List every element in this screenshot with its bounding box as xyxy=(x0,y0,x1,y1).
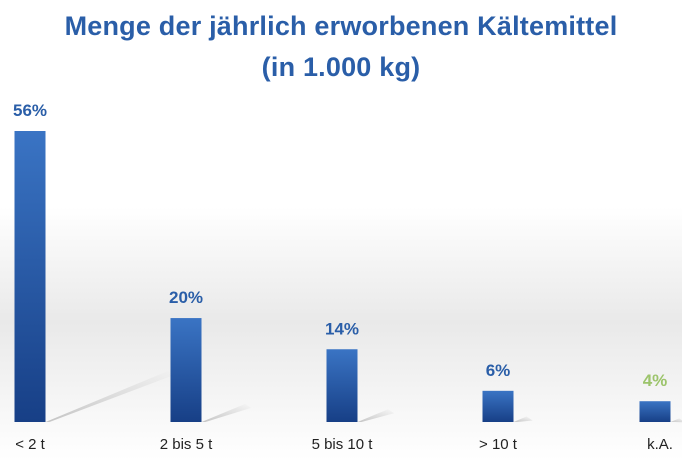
value-label: 6% xyxy=(486,361,511,380)
bar-shadow xyxy=(201,403,252,422)
bar-shadow xyxy=(357,409,395,422)
category-label: < 2 t xyxy=(15,436,45,453)
bar xyxy=(639,401,671,422)
category-label: 5 bis 10 t xyxy=(312,436,374,453)
bar xyxy=(170,318,202,422)
chart-title: Menge der jährlich erworbenen Kältemitte… xyxy=(64,11,618,41)
value-labels-group: 56% 20% 14% 6% 4% xyxy=(13,101,667,390)
category-label: > 10 t xyxy=(479,436,518,453)
category-label: 2 bis 5 t xyxy=(160,436,213,453)
bar xyxy=(482,390,514,422)
category-label: k.A. xyxy=(647,436,673,453)
bar-shadows xyxy=(45,371,682,423)
value-label: 14% xyxy=(325,319,359,338)
value-label: 20% xyxy=(169,288,203,307)
bar xyxy=(326,349,358,422)
bar-shadow xyxy=(670,418,682,423)
value-label: 4% xyxy=(643,371,668,390)
bars-group xyxy=(14,131,671,422)
category-labels-group: < 2 t 2 bis 5 t 5 bis 10 t > 10 t k.A. xyxy=(15,436,673,453)
bar-shadow xyxy=(513,416,533,422)
value-label: 56% xyxy=(13,101,47,120)
bar-shadow xyxy=(45,371,174,422)
bar xyxy=(14,131,46,422)
chart-subtitle: (in 1.000 kg) xyxy=(261,52,421,82)
